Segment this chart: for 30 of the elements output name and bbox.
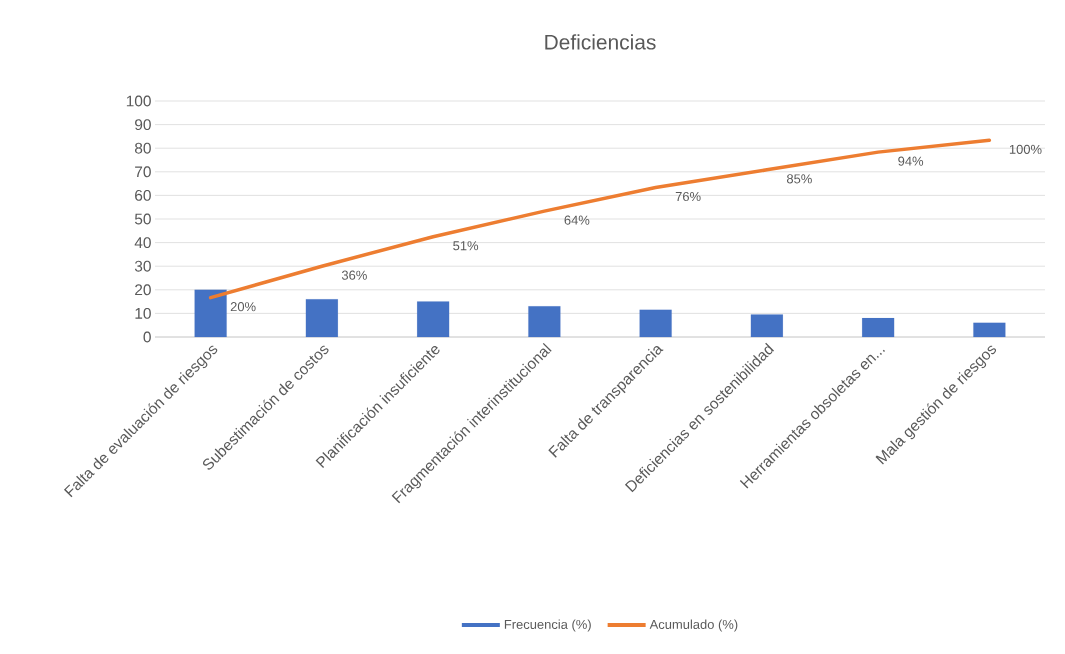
y-tick-label: 50 [134,213,151,225]
legend-label: Frecuencia (%) [504,619,591,632]
y-tick-label: 90 [135,119,151,131]
bar [750,314,783,338]
bar [528,306,561,338]
data-label: 76% [675,191,701,202]
y-tick-label: 70 [135,166,151,178]
bar [194,289,227,338]
data-label: 85% [786,174,812,184]
bar [973,322,1006,338]
bar [305,299,338,338]
y-tick-label: 10 [135,307,151,319]
data-label: 51% [453,241,479,251]
y-tick-label: 0 [143,331,151,343]
data-label: 94% [898,156,924,166]
bar [417,301,450,338]
y-tick-label: 80 [134,142,151,154]
data-label: 64% [564,215,590,225]
y-tick-label: 60 [135,189,151,201]
y-tick-label: 100 [126,95,151,107]
data-label: 100% [1009,144,1042,154]
y-tick-label: 20 [135,284,151,296]
y-tick-label: 30 [134,260,151,272]
data-label: 36% [341,270,367,280]
chart-title: Deficiencias [545,34,656,50]
bar [639,309,672,338]
bar [862,318,895,338]
legend-label: Acumulado (%) [649,619,738,632]
data-label: 20% [230,302,256,312]
y-tick-label: 40 [134,237,151,249]
